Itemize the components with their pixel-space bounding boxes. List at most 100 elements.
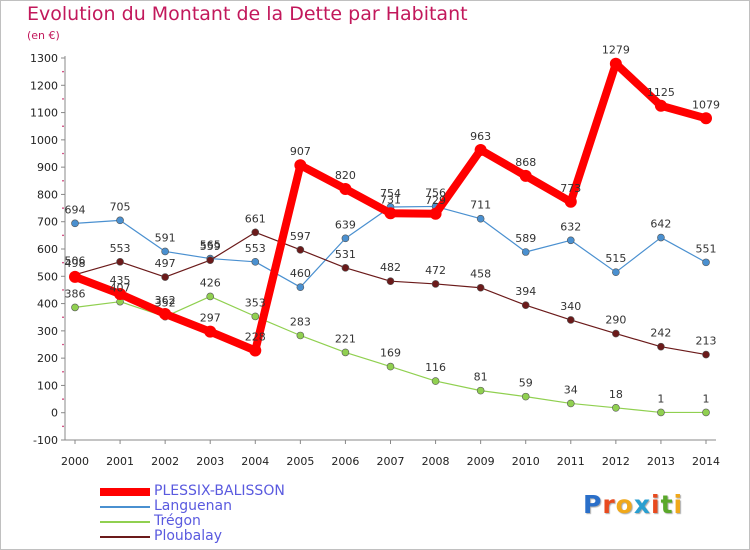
data-label: 1 <box>657 392 664 405</box>
data-label: 559 <box>200 240 221 253</box>
data-point <box>249 344 262 357</box>
data-point <box>519 169 532 182</box>
data-label: 589 <box>515 232 536 245</box>
data-point <box>657 233 665 242</box>
data-point <box>341 348 350 357</box>
data-label: 169 <box>380 347 401 360</box>
y-minor-tick <box>62 70 64 73</box>
data-label: 1125 <box>647 86 675 99</box>
data-point <box>384 207 397 220</box>
data-label: 731 <box>380 193 401 206</box>
x-tick-label: 2001 <box>106 455 134 468</box>
y-tick-label: 1000 <box>30 134 58 147</box>
data-point <box>251 258 260 266</box>
legend-swatch <box>100 506 150 508</box>
data-point <box>296 246 305 254</box>
data-label: 773 <box>560 182 581 195</box>
data-point <box>429 207 442 220</box>
data-point <box>476 386 485 395</box>
legend-swatch <box>100 488 150 496</box>
data-label: 1279 <box>602 44 630 57</box>
data-point <box>702 408 710 417</box>
data-point <box>294 159 307 172</box>
data-label: 472 <box>425 264 446 277</box>
x-tick-label: 2013 <box>647 455 675 468</box>
data-point <box>159 307 172 320</box>
x-tick-label: 2002 <box>151 455 179 468</box>
y-minor-tick <box>62 398 64 400</box>
data-label: 458 <box>470 268 491 281</box>
data-label: 756 <box>425 186 446 199</box>
y-tick-label: 0 <box>51 407 58 420</box>
legend-label: Trégon <box>154 513 201 529</box>
proxiti-logo: Proxiti <box>583 490 683 519</box>
data-point <box>161 273 169 281</box>
y-tick-label: 1300 <box>30 52 58 65</box>
data-label: 213 <box>696 335 717 348</box>
data-label: 506 <box>65 255 86 268</box>
data-point <box>431 280 440 288</box>
data-point <box>69 270 81 283</box>
y-minor-tick <box>62 343 64 346</box>
data-point <box>654 99 667 112</box>
data-point <box>564 195 577 208</box>
data-point <box>341 264 350 272</box>
unit-label: (en €) <box>27 29 60 42</box>
data-label: 868 <box>515 156 536 169</box>
y-tick-label: 700 <box>37 216 58 229</box>
data-label: 694 <box>65 203 86 216</box>
logo-letter: i <box>651 490 661 519</box>
y-tick-label: 500 <box>37 270 58 283</box>
y-minor-tick <box>62 370 64 373</box>
data-label: 353 <box>245 296 266 309</box>
data-label: 820 <box>335 169 356 182</box>
data-point <box>521 301 530 310</box>
data-point <box>116 216 124 225</box>
y-tick-label: 200 <box>37 352 58 365</box>
data-point <box>657 408 665 417</box>
data-point <box>566 399 575 408</box>
data-label: 482 <box>380 261 401 274</box>
x-tick-label: 2008 <box>422 455 450 468</box>
x-tick-label: 2012 <box>602 455 630 468</box>
logo-letter: t <box>660 490 674 519</box>
data-label: 515 <box>605 252 626 265</box>
logo-letter: x <box>633 490 651 519</box>
data-point <box>386 362 395 371</box>
data-point <box>566 236 575 245</box>
data-label: 639 <box>335 218 356 231</box>
data-label: 59 <box>519 377 533 390</box>
data-point <box>702 258 710 267</box>
data-label: 1 <box>703 392 710 405</box>
data-point <box>612 268 620 276</box>
data-label: 435 <box>110 274 131 287</box>
data-label: 498 <box>65 257 86 270</box>
legend-label: Ploubalay <box>154 528 222 544</box>
y-minor-tick <box>62 289 64 291</box>
data-label: 553 <box>110 242 131 255</box>
y-tick-label: 1100 <box>30 107 58 120</box>
data-point <box>700 112 712 125</box>
data-point <box>296 331 305 340</box>
y-minor-tick <box>62 261 64 264</box>
data-label: 386 <box>65 287 86 300</box>
data-point <box>612 404 620 412</box>
data-label: 407 <box>110 282 131 295</box>
data-label: 340 <box>560 300 581 313</box>
data-label: 34 <box>564 383 578 396</box>
y-tick-label: 1200 <box>30 79 58 92</box>
x-tick-label: 2009 <box>467 455 495 468</box>
logo-letter: o <box>615 490 634 519</box>
data-point <box>71 219 79 228</box>
legend-label: Languenan <box>154 498 232 514</box>
logo-letter: r <box>602 490 616 519</box>
y-tick-label: -100 <box>33 434 58 447</box>
x-tick-label: 2003 <box>196 455 224 468</box>
y-minor-tick <box>62 98 64 100</box>
x-tick-label: 2006 <box>331 455 359 468</box>
y-tick-label: 800 <box>37 188 58 201</box>
data-point <box>206 256 215 264</box>
data-label: 642 <box>650 218 671 231</box>
